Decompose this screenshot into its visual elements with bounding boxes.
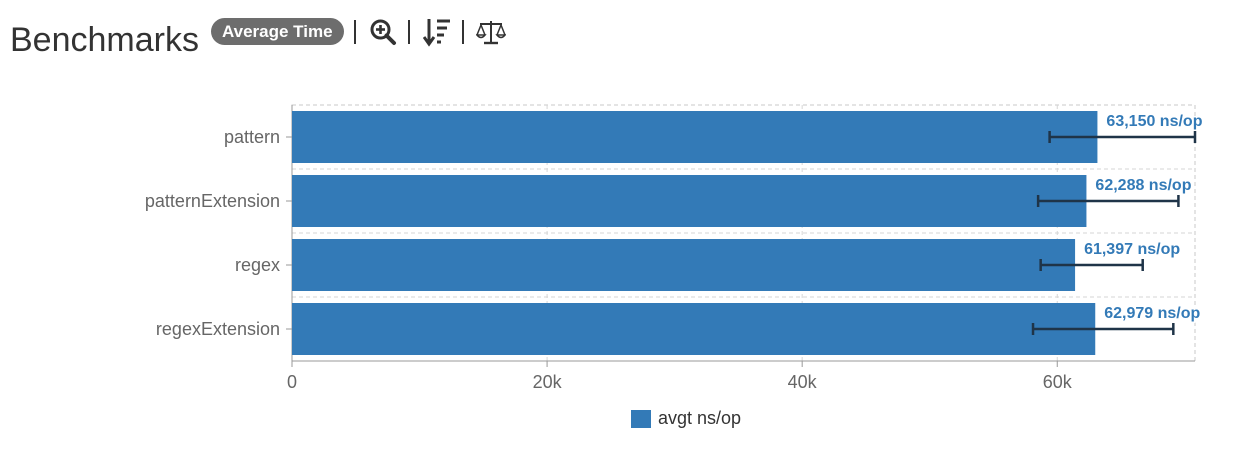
x-tick-label: 60k xyxy=(1043,372,1073,392)
legend-item[interactable]: avgt ns/op xyxy=(631,408,741,429)
toolbar-divider xyxy=(407,20,410,44)
chart-header: Benchmarks Average Time xyxy=(10,14,506,62)
data-label: 61,397 ns/op xyxy=(1084,241,1180,258)
legend-label: avgt ns/op xyxy=(658,408,742,428)
balance-scale-icon[interactable] xyxy=(475,17,506,47)
y-tick-label: regexExtension xyxy=(156,319,280,339)
y-tick-label: pattern xyxy=(224,127,280,147)
toolbar-divider xyxy=(461,20,464,44)
bar[interactable] xyxy=(292,239,1076,291)
y-tick-label: regex xyxy=(235,255,280,275)
data-label: 63,150 ns/op xyxy=(1106,113,1202,130)
legend-swatch xyxy=(631,409,651,428)
sort-descending-icon[interactable] xyxy=(422,17,452,47)
x-tick-label: 20k xyxy=(533,372,563,392)
data-label: 62,288 ns/op xyxy=(1095,177,1191,194)
data-label: 62,979 ns/op xyxy=(1104,305,1200,322)
toolbar-divider xyxy=(353,20,356,44)
zoom-in-icon[interactable] xyxy=(368,17,398,47)
bar[interactable] xyxy=(292,303,1096,355)
x-tick-label: 0 xyxy=(287,372,297,392)
bar[interactable] xyxy=(292,111,1098,163)
y-tick-label: patternExtension xyxy=(145,191,280,211)
x-tick-label: 40k xyxy=(788,372,818,392)
page-title: Benchmarks xyxy=(10,21,199,59)
bar[interactable] xyxy=(292,175,1087,227)
mode-badge[interactable]: Average Time xyxy=(210,18,344,45)
